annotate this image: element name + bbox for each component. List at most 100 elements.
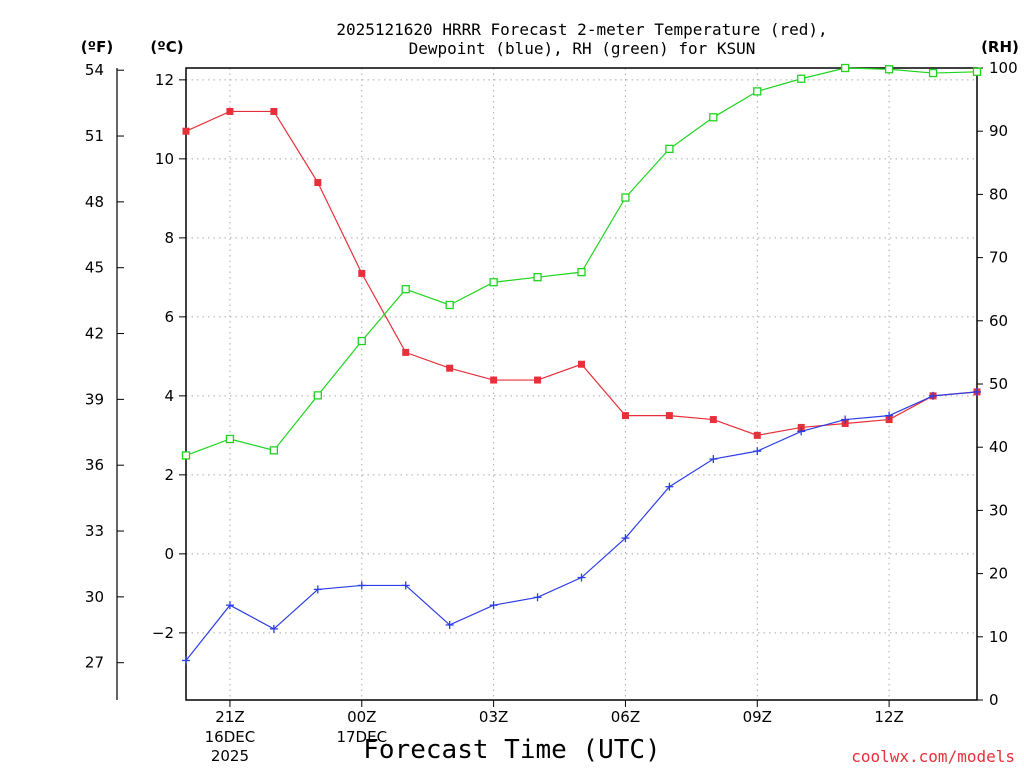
temperature-point — [358, 269, 366, 277]
dewpoint-point — [841, 415, 850, 424]
fahrenheit-tick-label: 42 — [85, 325, 104, 343]
fahrenheit-tick-label: 48 — [85, 193, 104, 211]
temperature-point — [226, 107, 234, 115]
dewpoint-line — [185, 391, 978, 661]
fahrenheit-tick-label: 30 — [85, 588, 104, 606]
chart-title-line2: Dewpoint (blue), RH (green) for KSUN — [409, 39, 756, 58]
fahrenheit-tick-label: 54 — [85, 61, 104, 79]
fahrenheit-tick-label: 27 — [85, 654, 104, 672]
celsius-tick-label: 10 — [155, 150, 174, 168]
rh-point — [489, 278, 498, 287]
rh-point — [577, 267, 586, 277]
temperature-point — [314, 179, 322, 187]
rh-point — [533, 273, 542, 282]
celsius-tick-label: 8 — [164, 229, 174, 247]
x-tick-date: 16DEC — [205, 728, 256, 746]
x-tick-year: 2025 — [211, 747, 249, 765]
x-tick-label: 09Z — [743, 708, 772, 726]
rh-point — [181, 451, 191, 460]
rh-point — [401, 285, 410, 294]
celsius-tick-label: 4 — [164, 387, 174, 405]
rh-point — [445, 300, 454, 310]
rh-tick-label: 10 — [989, 628, 1008, 646]
grid-lines — [186, 68, 977, 700]
dewpoint-point — [709, 455, 718, 464]
rh-point — [753, 87, 762, 96]
dewpoint-point — [885, 411, 894, 420]
fahrenheit-tick-label: 39 — [85, 390, 104, 408]
celsius-tick-label: 0 — [164, 545, 174, 563]
celsius-tick-label: −2 — [152, 624, 174, 642]
x-axis-label: Forecast Time (UTC) — [363, 735, 660, 765]
celsius-tick-label: 2 — [164, 466, 174, 484]
rh-tick-label: 90 — [989, 122, 1008, 140]
rh-tick-label: 70 — [989, 249, 1008, 267]
celsius-tick-label: 6 — [164, 308, 174, 326]
temperature-point — [490, 376, 498, 384]
fahrenheit-tick-label: 33 — [85, 522, 104, 540]
fahrenheit-tick-label: 36 — [85, 456, 104, 474]
rh-point — [225, 434, 235, 444]
dewpoint-point — [489, 601, 498, 610]
rh-tick-label: 20 — [989, 565, 1008, 583]
rh-point — [709, 113, 718, 122]
dewpoint-point — [225, 601, 234, 610]
x-tick-label: 03Z — [479, 708, 508, 726]
dewpoint-point — [357, 581, 366, 590]
dewpoint-point — [973, 387, 981, 396]
temperature-point — [270, 107, 278, 115]
rh-unit-label: (RH) — [981, 38, 1019, 56]
dewpoint-point — [533, 593, 542, 602]
x-tick-label: 21Z — [215, 708, 244, 726]
fahrenheit-unit-label: (ºF) — [81, 38, 113, 56]
rh-point — [841, 63, 850, 73]
rh-point — [313, 391, 322, 400]
x-tick-label: 12Z — [874, 708, 903, 726]
x-tick-date: 17DEC — [336, 728, 387, 746]
dewpoint-point — [445, 620, 454, 629]
plot-frame — [185, 67, 978, 701]
celsius-unit-label: (ºC) — [150, 38, 183, 56]
x-tick-label: 00Z — [347, 708, 376, 726]
rh-point — [621, 193, 630, 202]
fahrenheit-tick-label: 51 — [85, 127, 104, 145]
x-tick-label: 06Z — [611, 708, 640, 726]
dewpoint-point — [401, 581, 410, 590]
celsius-tick-label: 12 — [155, 71, 174, 89]
dewpoint-point — [929, 391, 938, 400]
temperature-point — [665, 412, 673, 420]
dewpoint-point — [313, 585, 322, 594]
temperature-point — [402, 348, 410, 356]
dewpoint-point — [577, 573, 586, 582]
rh-line — [185, 67, 978, 456]
rh-tick-label: 80 — [989, 185, 1008, 203]
rh-point — [928, 68, 938, 78]
dewpoint-point — [621, 534, 630, 543]
dewpoint-point — [753, 447, 762, 456]
credit-text: coolwx.com/models — [851, 747, 1015, 766]
dewpoint-point — [665, 482, 674, 491]
series-group — [181, 63, 982, 665]
chart-title-line1: 2025121620 HRRR Forecast 2-meter Tempera… — [336, 20, 827, 39]
rh-point — [665, 144, 674, 154]
temperature-point — [621, 412, 629, 420]
rh-point — [357, 336, 366, 346]
temperature-point — [753, 431, 761, 439]
rh-point — [972, 67, 982, 76]
rh-point — [269, 446, 279, 455]
temperature-point — [534, 376, 542, 384]
rh-point — [797, 74, 806, 83]
rh-tick-label: 0 — [989, 691, 999, 709]
rh-tick-label: 60 — [989, 312, 1008, 330]
rh-point — [884, 65, 894, 74]
rh-tick-label: 40 — [989, 438, 1008, 456]
dewpoint-point — [182, 656, 190, 665]
rh-tick-label: 100 — [989, 59, 1018, 77]
temperature-point — [709, 416, 717, 424]
dewpoint-point — [269, 624, 278, 633]
temperature-point — [182, 127, 190, 135]
fahrenheit-tick-label: 45 — [85, 259, 104, 277]
rh-tick-label: 30 — [989, 501, 1008, 519]
